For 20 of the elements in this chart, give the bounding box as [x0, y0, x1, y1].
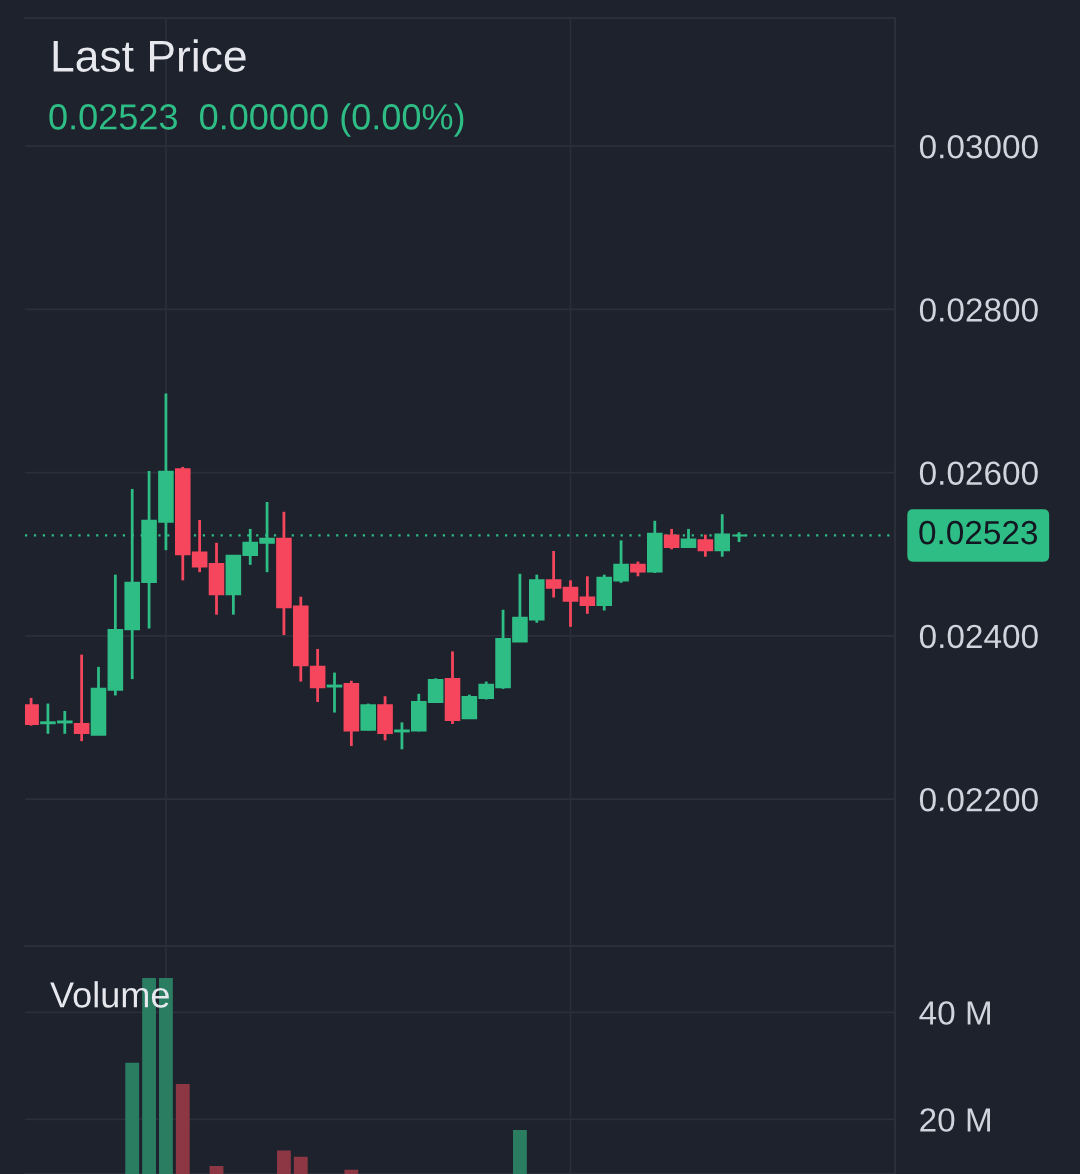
- chart-title: Last Price: [53, 39, 246, 72]
- y-tick-label: 0.02200: [919, 787, 1038, 812]
- y-tick-label: 0.02400: [919, 624, 1038, 649]
- y-tick-label: 0.02800: [919, 298, 1038, 322]
- y-tick-label: 20 M: [920, 1108, 990, 1132]
- candlestick: [562, 578, 579, 629]
- candlestick: [309, 647, 326, 704]
- y-tick-label: 0.02600: [919, 461, 1038, 486]
- candlestick: [545, 549, 562, 599]
- text: Volume: [50, 981, 169, 1008]
- candlestick: [663, 527, 680, 551]
- candlestick: [697, 533, 714, 559]
- candlestick: [579, 574, 596, 616]
- candlestick: [714, 512, 730, 559]
- candlestick: [25, 696, 39, 728]
- y-tick-label: 40 M: [919, 1001, 990, 1025]
- ref-line-label: 0.02523: [919, 520, 1038, 545]
- text: 0.02523 0.00000 (0.00%): [49, 103, 464, 137]
- y-tick-label: 0.03000: [919, 134, 1038, 159]
- candlestick: [73, 653, 90, 743]
